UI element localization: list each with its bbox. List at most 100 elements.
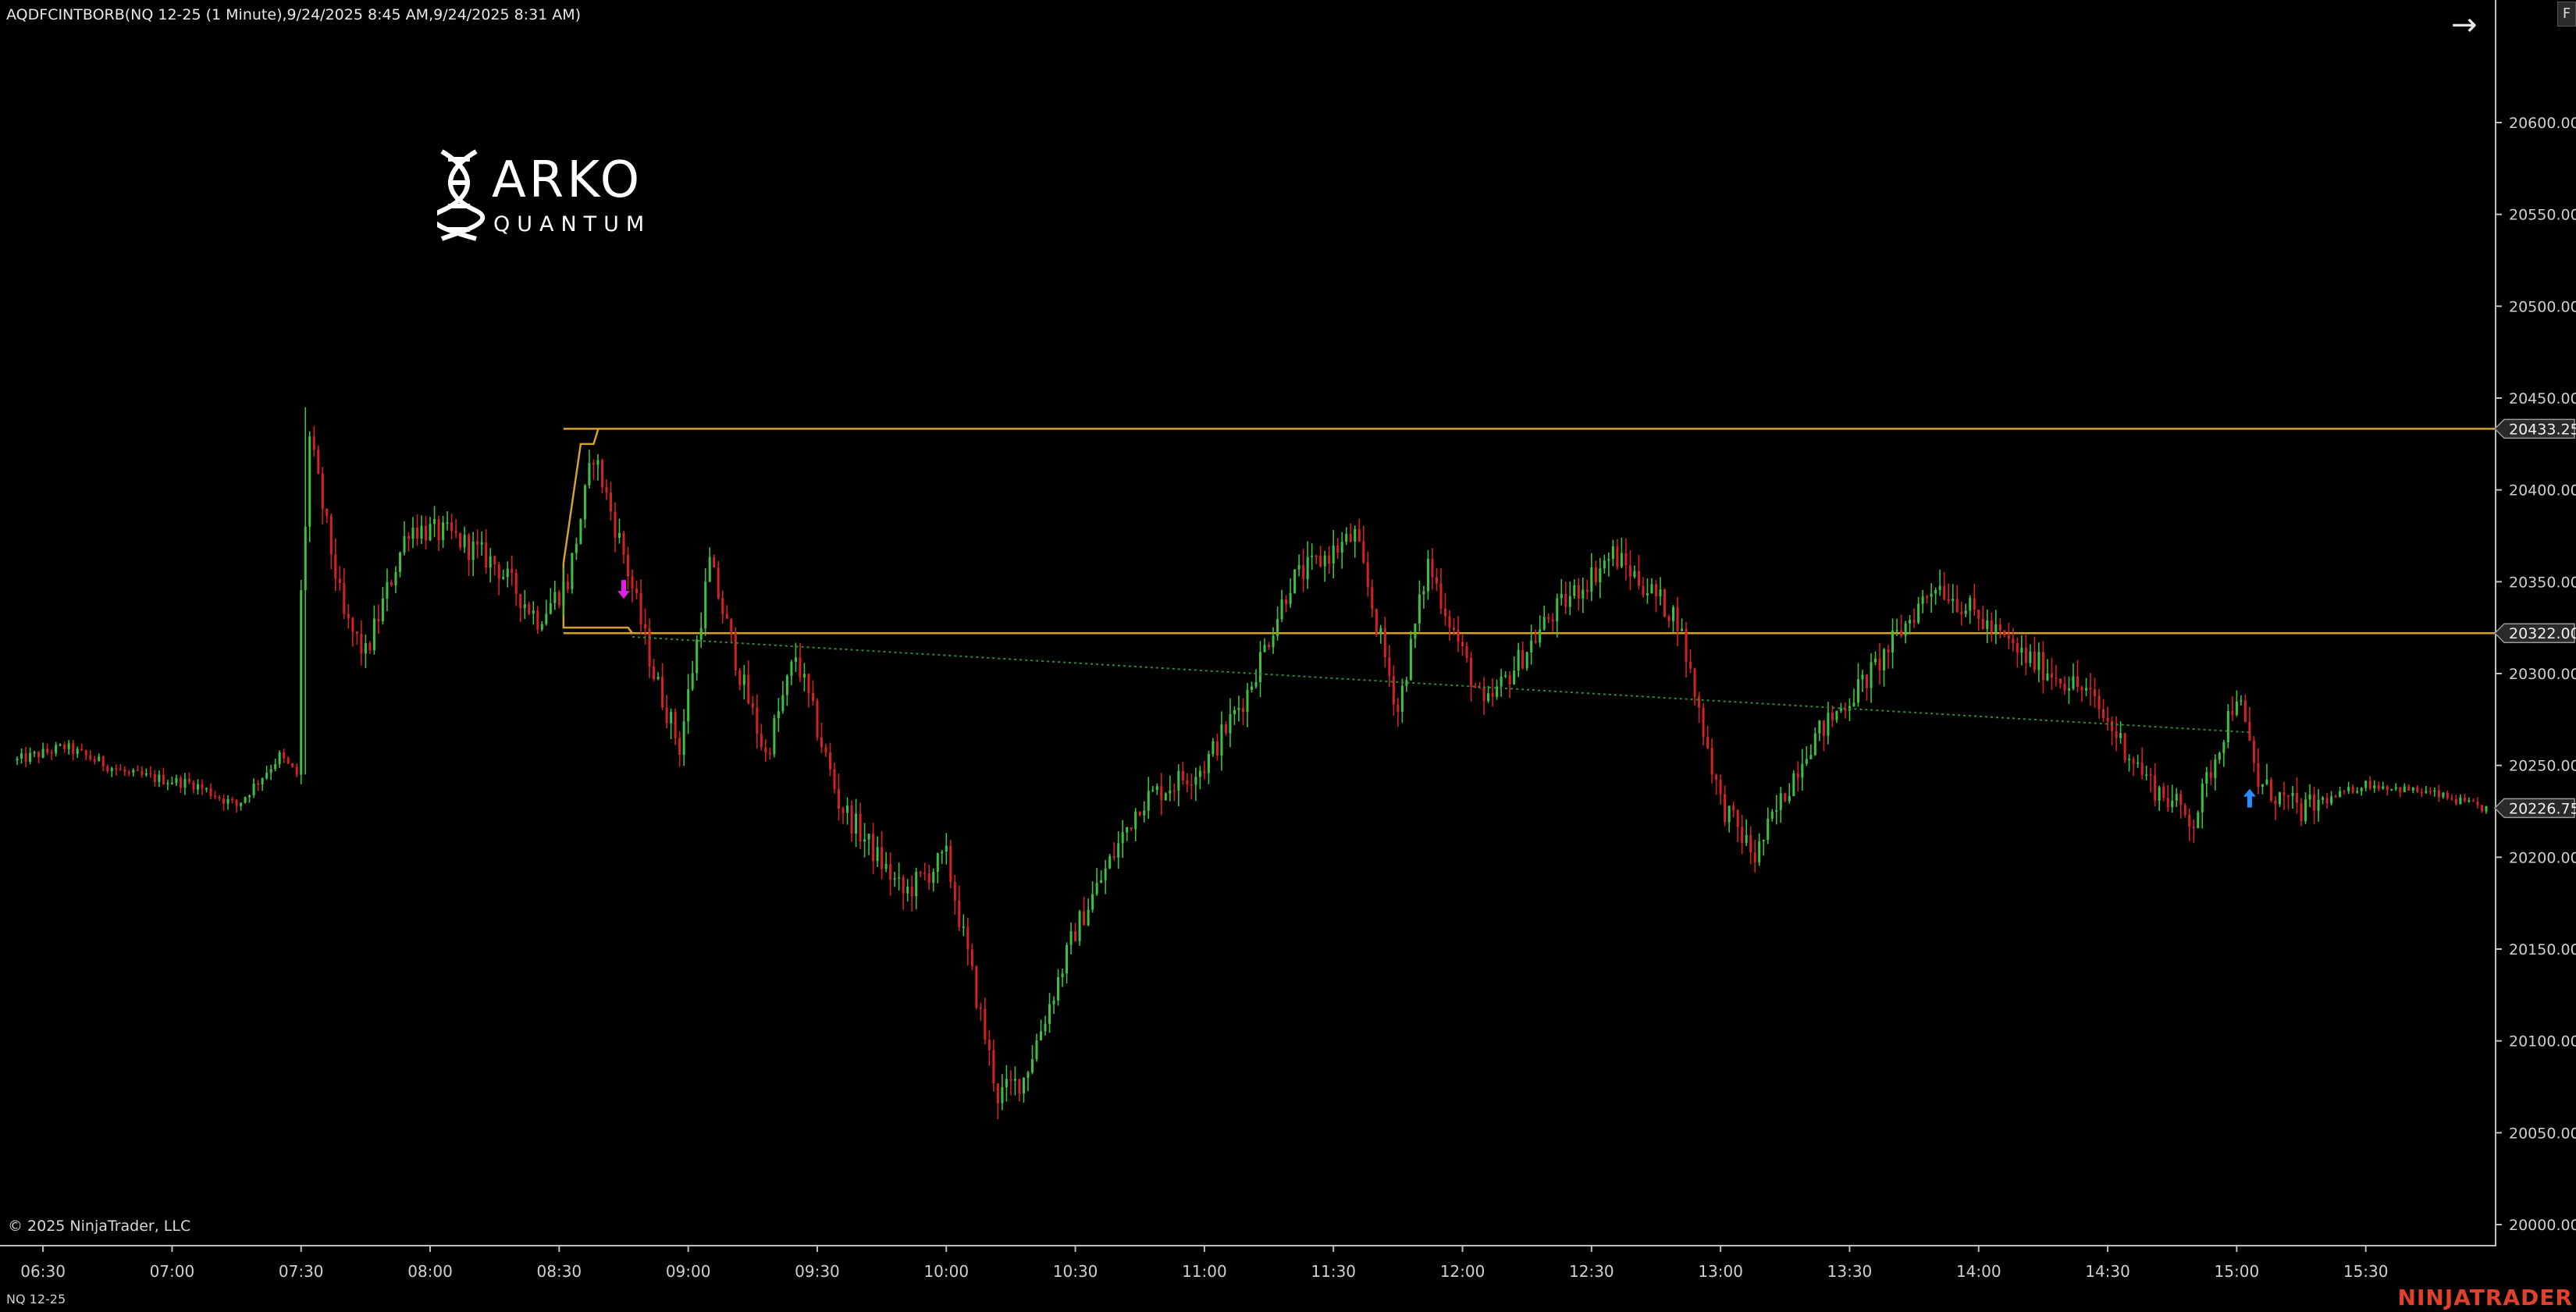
candle-body: [1108, 855, 1112, 869]
candle-body: [1990, 620, 1993, 632]
candle-body: [55, 745, 58, 754]
candle-body: [2411, 787, 2414, 791]
candle-body: [2058, 678, 2062, 684]
candle-body: [1414, 623, 1417, 639]
candle-body: [1706, 737, 1710, 748]
candle-body: [1796, 773, 1799, 778]
candle-body: [1388, 657, 1391, 677]
candle-body: [588, 463, 591, 485]
candle-body: [2063, 683, 2066, 691]
candle-body: [407, 535, 410, 539]
candle-body: [1727, 805, 1731, 823]
svg-text:20433.25: 20433.25: [2509, 421, 2576, 438]
candle-body: [2111, 720, 2114, 731]
candle-body: [446, 522, 449, 524]
candle-body: [872, 834, 875, 862]
candle-body: [1482, 687, 1485, 702]
price-tick-label: 20400.00: [2509, 482, 2576, 500]
price-tick-label: 20450.00: [2509, 390, 2576, 407]
candle-body: [876, 847, 879, 862]
candle-body: [1362, 541, 1365, 563]
candle-body: [626, 554, 630, 577]
candle-body: [1809, 755, 1813, 759]
candle-body: [196, 784, 199, 790]
candle-body: [1762, 840, 1765, 841]
candle-body: [1448, 616, 1451, 628]
candle-body: [1457, 629, 1460, 642]
trendline[interactable]: [632, 635, 2250, 734]
candle-body: [687, 689, 690, 722]
candle-body: [945, 845, 948, 852]
candle-body: [2467, 800, 2471, 802]
candle-body: [717, 567, 720, 599]
candle-body: [790, 662, 793, 676]
f-button[interactable]: F: [2557, 2, 2576, 27]
candle-body: [1681, 628, 1684, 631]
candle-body: [653, 666, 656, 680]
candle-body: [592, 463, 595, 465]
candle-body: [76, 748, 79, 754]
candle-body: [2308, 795, 2311, 800]
candle-body: [523, 604, 526, 609]
candle-body: [1052, 1000, 1055, 1004]
candle-body: [347, 613, 350, 619]
candle-body: [511, 568, 514, 573]
candle-body: [2192, 827, 2195, 829]
candle-body: [1513, 670, 1516, 684]
candle-body: [450, 522, 454, 532]
candle-body: [644, 624, 647, 629]
candle-body: [1100, 880, 1103, 884]
candle-body: [1650, 584, 1653, 594]
candle-body: [1534, 640, 1537, 643]
candle-body: [2407, 786, 2411, 791]
candle-body: [2097, 695, 2101, 709]
candle-body: [1611, 546, 1614, 560]
candle-body: [824, 747, 827, 753]
candle-body: [1926, 596, 1929, 598]
candle-body: [2072, 676, 2075, 689]
candle-body: [1969, 598, 1972, 611]
candle-body: [248, 795, 251, 798]
candle-body: [1044, 1023, 1047, 1032]
candle-body: [575, 543, 578, 553]
candle-body: [1667, 616, 1670, 621]
candle-body: [906, 887, 909, 894]
candle-body: [1508, 675, 1511, 684]
arrow-right-icon[interactable]: →: [2451, 7, 2478, 43]
candle-body: [1349, 534, 1352, 542]
candle-body: [2420, 791, 2423, 794]
candle-body: [2037, 652, 2041, 670]
candle-body: [1873, 658, 1877, 663]
candle-body: [1332, 545, 1335, 564]
candle-body: [1241, 708, 1245, 713]
candle-body: [390, 581, 393, 585]
candle-body: [764, 747, 767, 753]
candle-body: [987, 1040, 991, 1051]
candle-body: [2162, 787, 2165, 798]
candle-body: [1465, 645, 1468, 658]
candle-body: [1194, 777, 1197, 785]
price-tick-label: 20250.00: [2509, 758, 2576, 775]
candle-body: [1994, 624, 1998, 632]
range-high-price-flag: 20433.25: [2493, 418, 2576, 439]
candle-body: [1904, 623, 1907, 636]
candle-body: [2080, 686, 2083, 691]
candle-body: [1190, 784, 1193, 786]
candle-body: [489, 556, 492, 568]
candle-body: [1405, 680, 1408, 686]
candle-body: [235, 800, 238, 806]
candle-body: [1259, 652, 1262, 682]
price-tick-label: 20100.00: [2509, 1033, 2576, 1051]
candle-body: [811, 692, 814, 701]
candle-body: [115, 768, 118, 770]
candle-body: [1693, 668, 1696, 697]
candle-body: [1861, 674, 1864, 680]
candle-body: [1891, 630, 1895, 652]
candle-body: [1336, 545, 1340, 553]
price-axis-background[interactable]: [2495, 0, 2576, 1246]
candle-body: [175, 777, 178, 784]
candle-body: [2343, 791, 2346, 792]
candle-body: [1212, 741, 1215, 755]
